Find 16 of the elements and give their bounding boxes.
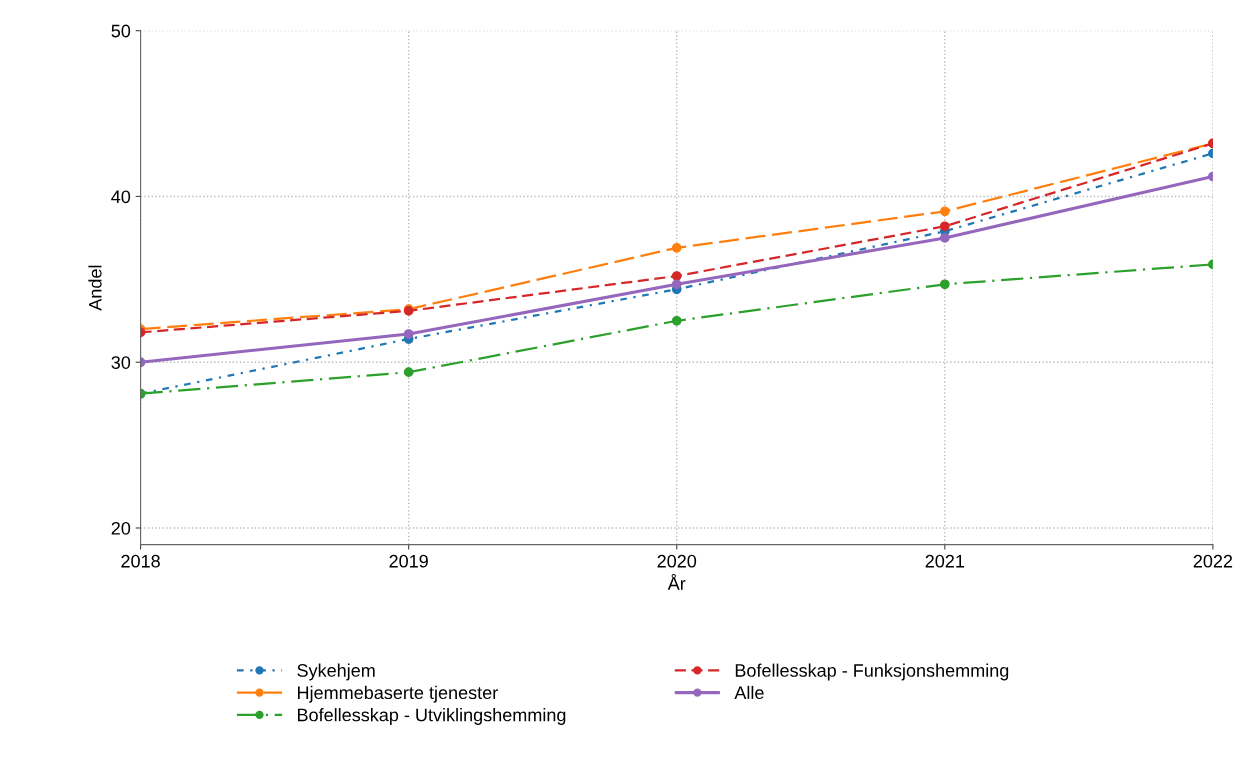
legend-label: Bofellesskap - Utviklingshemming	[298, 708, 566, 725]
legend-label: Sykehjem	[297, 663, 375, 681]
x-axis-title: År	[667, 573, 686, 590]
legend-label: Bofellesskap - Funksjonshemming	[735, 663, 1009, 681]
legend-label: Alle	[734, 685, 764, 700]
x-tick-label: 2019	[389, 554, 428, 568]
x-tick-label: 2018	[121, 554, 160, 568]
x-tick-label: 2022	[1193, 554, 1233, 568]
y-axis-title: Andel	[88, 265, 102, 311]
y-tick-label: 30	[111, 356, 131, 369]
x-tick-label: 2021	[925, 554, 965, 568]
y-tick-label: 50	[111, 24, 131, 38]
y-tick-label: 40	[111, 190, 131, 204]
x-tick-label: 2020	[657, 554, 697, 568]
y-tick-label: 20	[111, 521, 131, 535]
legend-label: Hjemmebaserte tjenester	[298, 685, 498, 703]
